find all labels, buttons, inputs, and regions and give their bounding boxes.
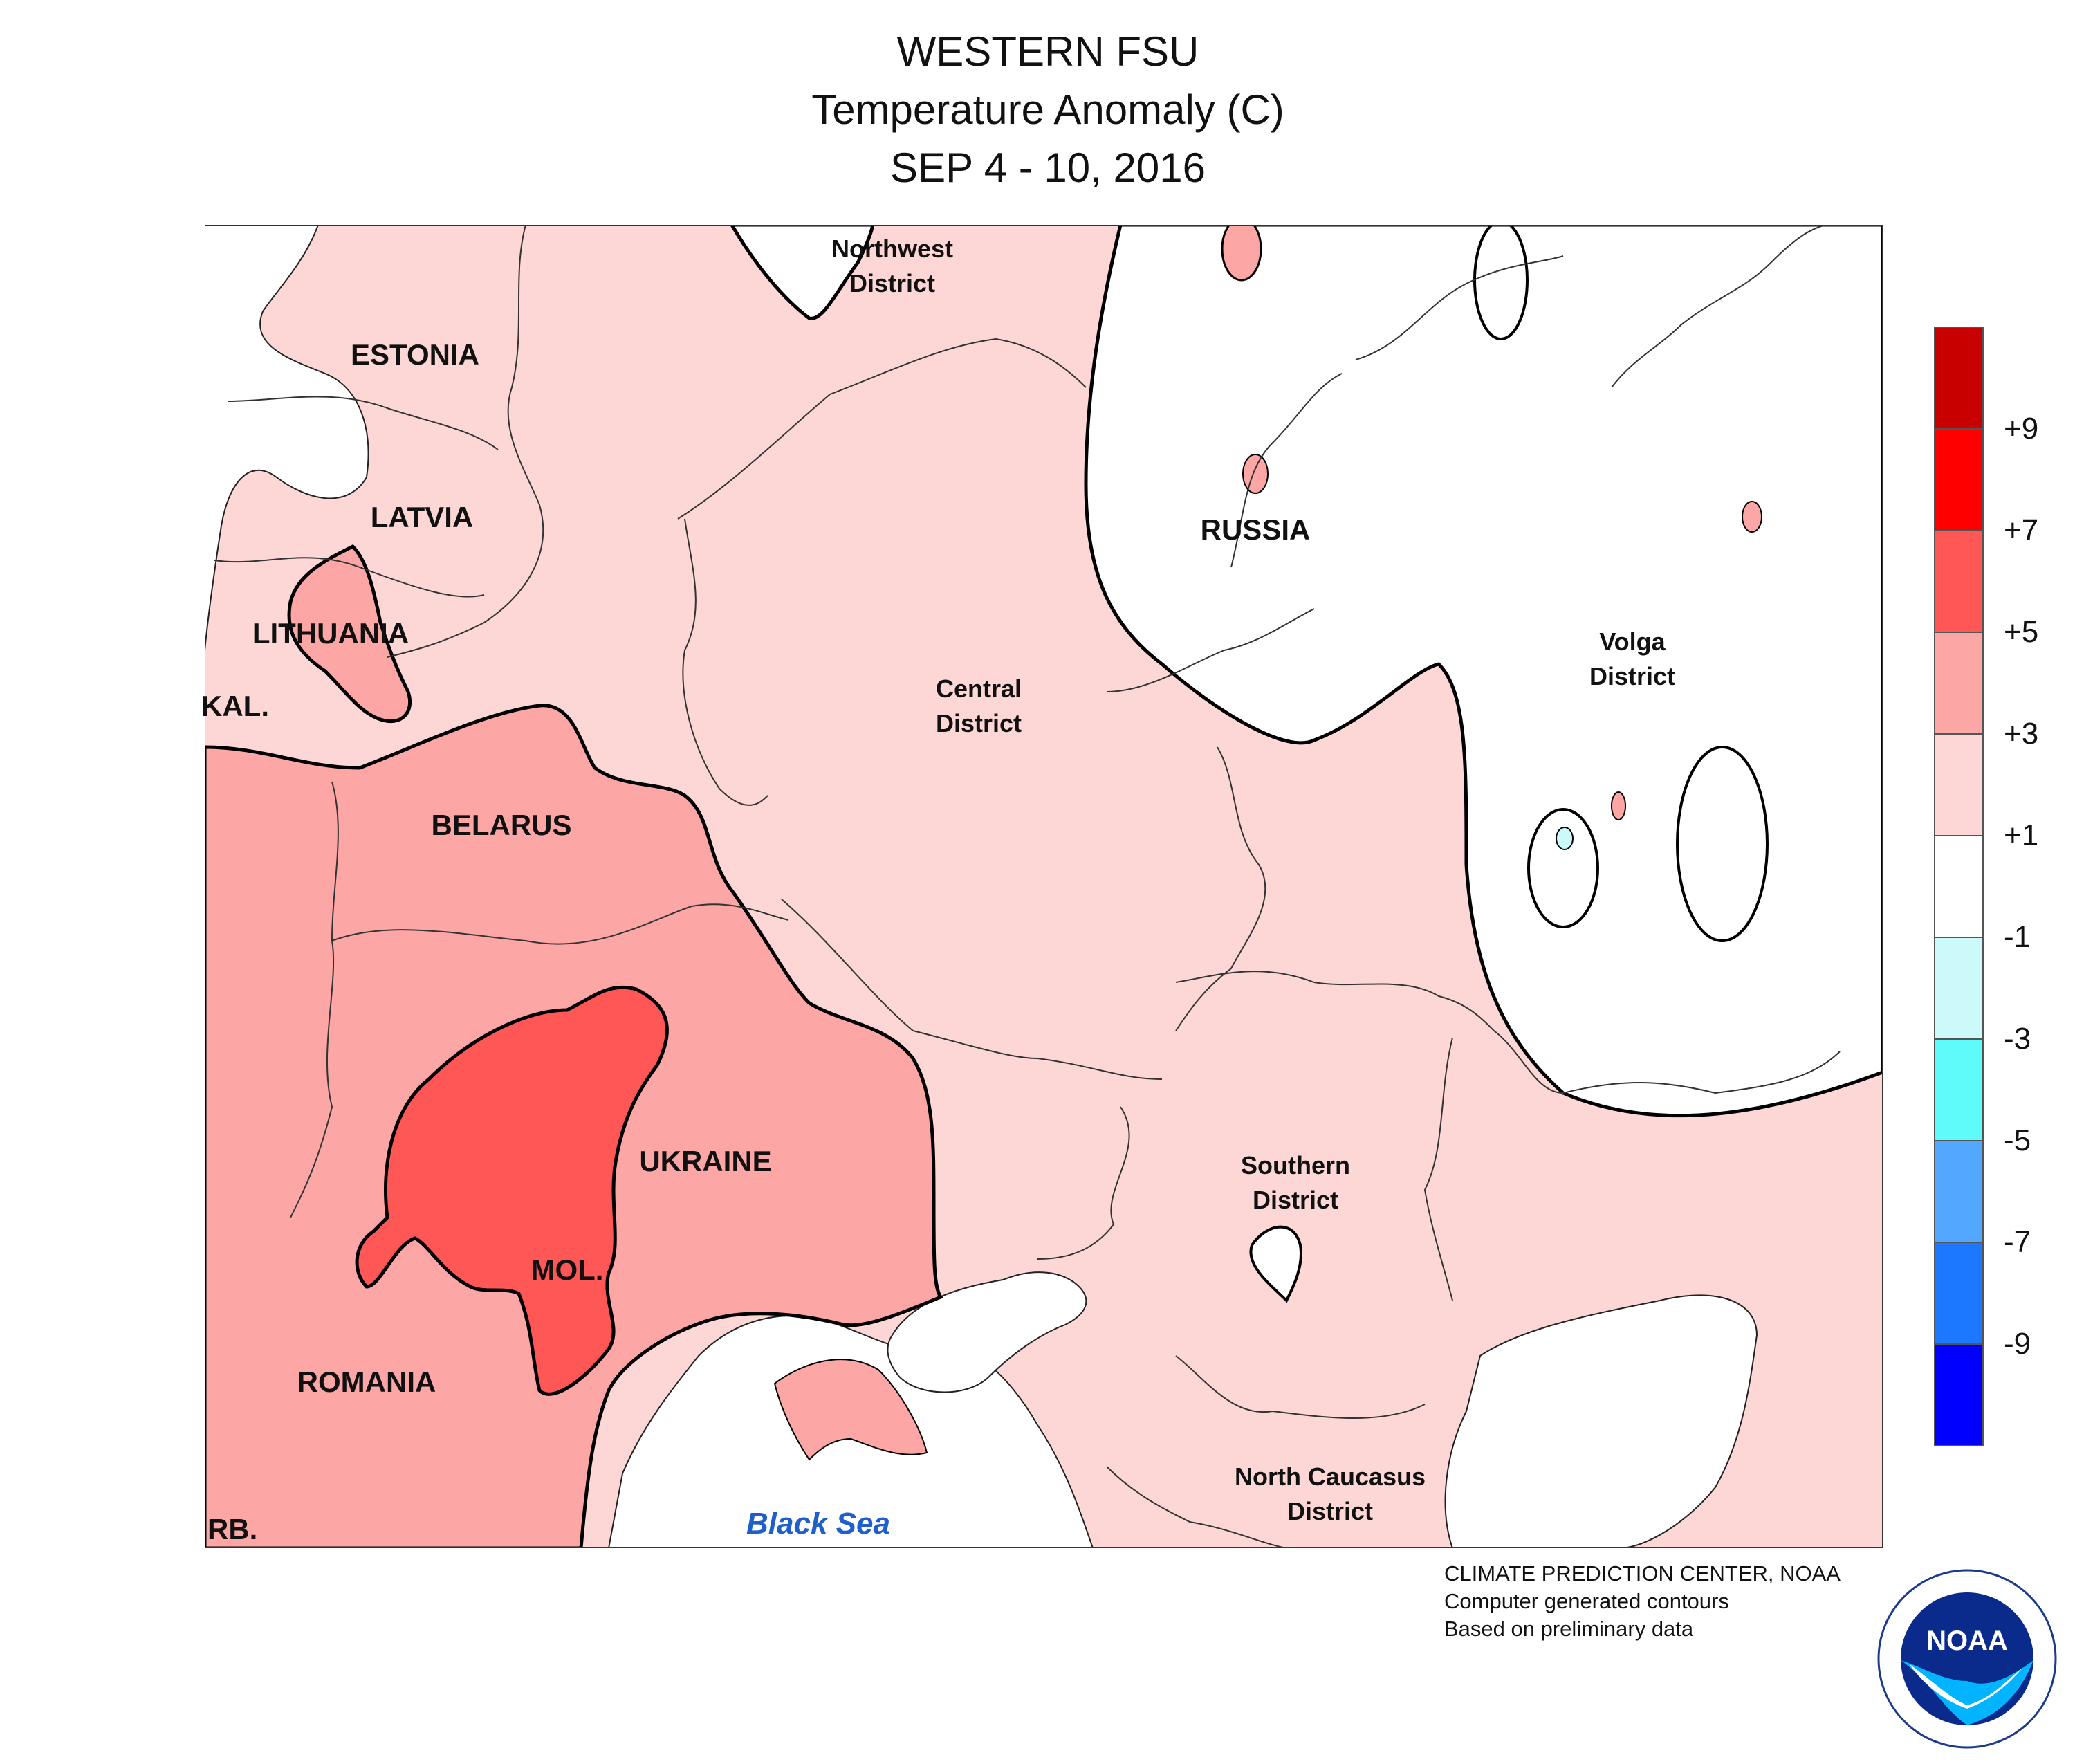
map-area <box>205 225 1883 1548</box>
sea-azov <box>887 1271 1087 1393</box>
border-caucasus-1 <box>1175 1355 1426 1419</box>
legend-swatch-3 <box>1934 632 1984 735</box>
legend-swatch-7 <box>1934 1038 1984 1141</box>
contour-ring-volga-2 <box>1676 746 1769 942</box>
sea-caspian <box>1444 1294 1758 1548</box>
anomaly-region-5-to-7 <box>355 985 669 1396</box>
legend-swatch-5 <box>1934 835 1984 938</box>
anomaly-spot-positive-2 <box>1242 454 1269 494</box>
anomaly-spot-positive-3 <box>1742 501 1762 533</box>
sea-baltic <box>205 225 369 651</box>
legend-tick-label-4: +1 <box>2004 818 2038 852</box>
legend-swatch-8 <box>1934 1140 1984 1243</box>
label-romania: ROMANIA <box>297 1366 436 1398</box>
anomaly-spot-positive-4 <box>1221 225 1262 282</box>
noaa-logo-text: NOAA <box>1926 1626 2008 1656</box>
legend-tick-label-7: -5 <box>2004 1123 2031 1157</box>
label-moldova: MOL. <box>531 1253 604 1286</box>
noaa-logo-gull <box>1909 1664 2023 1709</box>
legend-swatch-9 <box>1934 1242 1984 1345</box>
border-caucasus-2 <box>1106 1466 1287 1548</box>
border-belarus-ukraine <box>331 903 789 945</box>
label-volga-2: District <box>1589 662 1675 690</box>
anomaly-region-near-zero-northwest <box>730 225 875 320</box>
label-central-2: District <box>936 709 1022 737</box>
border-russia-oblast-4 <box>781 899 1163 1080</box>
title-line-1: WESTERN FSU <box>896 28 1199 75</box>
anomaly-spot-negative <box>1556 827 1574 850</box>
label-russia: RUSSIA <box>1201 513 1311 546</box>
legend-tick-label-0: +9 <box>2004 412 2038 445</box>
legend-tick-label-1: +7 <box>2004 513 2038 547</box>
label-estonia: ESTONIA <box>351 338 479 371</box>
border-russia-oblast-6 <box>1175 971 1495 1031</box>
anomaly-spot-positive-1 <box>1611 791 1626 820</box>
legend-tick-labels: +9 +7 +5 +3 +1 -1 -3 -5 -7 -9 <box>2004 412 2038 1361</box>
label-central-1: Central <box>936 674 1022 703</box>
legend-tick-label-2: +5 <box>2004 615 2038 649</box>
label-southern-2: District <box>1253 1186 1338 1214</box>
border-russia-oblast-12 <box>1230 373 1343 568</box>
noaa-logo-wave <box>1901 1660 2034 1725</box>
legend-swatch-4 <box>1934 733 1984 836</box>
legend-swatch-1 <box>1934 428 1984 531</box>
legend-tick-label-3: +3 <box>2004 717 2038 751</box>
legend-tick-label-8: -7 <box>2004 1225 2031 1259</box>
border-belarus-poland <box>290 781 339 1218</box>
legend-swatch-10 <box>1934 1343 1984 1446</box>
anomaly-blob-crimea <box>773 1359 928 1461</box>
credits-line-1: CLIMATE PREDICTION CENTER, NOAA <box>1444 1561 1841 1586</box>
border-russia-oblast-2 <box>682 518 768 806</box>
border-russia-oblast-1 <box>677 338 1087 520</box>
border-russia-oblast-8 <box>1423 1037 1453 1301</box>
label-northwest-2: District <box>849 269 935 297</box>
legend-tick-label-9: -9 <box>2004 1327 2031 1361</box>
label-ncaucasus-2: District <box>1287 1497 1373 1525</box>
credits-block: CLIMATE PREDICTION CENTER, NOAA Computer… <box>1444 1560 1841 1643</box>
noaa-logo: NOAA <box>1877 1569 2057 1749</box>
admin-borders <box>214 225 1841 1548</box>
title-line-2: Temperature Anomaly (C) <box>811 86 1284 133</box>
label-serbia-partial: RB. <box>208 1513 257 1545</box>
legend-tick-label-5: -1 <box>2004 920 2031 954</box>
anomaly-blob-lithuania <box>287 544 412 724</box>
border-latvia-lithuania <box>214 557 485 598</box>
border-russia-oblast-9 <box>1611 225 1827 388</box>
legend-tick-label-6: -3 <box>2004 1022 2031 1056</box>
border-estonia-latvia <box>228 396 499 450</box>
map-labels: ESTONIA LATVIA LITHUANIA KAL. BELARUS UK… <box>201 235 1675 1545</box>
border-russia-oblast-11 <box>1106 608 1315 692</box>
label-kaliningrad: KAL. <box>201 690 269 722</box>
label-lithuania: LITHUANIA <box>252 617 409 650</box>
border-russia-oblast-10 <box>1355 255 1564 360</box>
anomaly-spot-near-zero-southern <box>1249 1225 1302 1303</box>
legend-swatch-6 <box>1934 937 1984 1040</box>
label-northwest-1: Northwest <box>831 235 953 263</box>
label-southern-1: Southern <box>1241 1151 1350 1179</box>
border-estonia-latvia-russia <box>387 225 544 658</box>
title-line-3: SEP 4 - 10, 2016 <box>890 145 1206 191</box>
label-ncaucasus-1: North Caucasus <box>1235 1462 1426 1491</box>
border-russia-oblast-7 <box>1493 1030 1841 1094</box>
legend-swatch-0 <box>1934 327 1984 430</box>
label-belarus: BELARUS <box>431 809 571 841</box>
border-russia-oblast-3 <box>1175 746 1266 1031</box>
label-ukraine: UKRAINE <box>639 1145 771 1177</box>
legend-color-bar <box>1934 327 1984 1446</box>
contour-ring-volga-1 <box>1527 808 1599 928</box>
legend-swatch-2 <box>1934 530 1984 633</box>
border-russia-oblast-5 <box>1037 1106 1130 1260</box>
credits-line-2: Computer generated contours <box>1444 1589 1729 1613</box>
label-black-sea: Black Sea <box>746 1507 890 1541</box>
credits-line-3: Based on preliminary data <box>1444 1617 1694 1641</box>
label-volga-1: Volga <box>1599 627 1666 656</box>
label-latvia: LATVIA <box>371 501 474 533</box>
